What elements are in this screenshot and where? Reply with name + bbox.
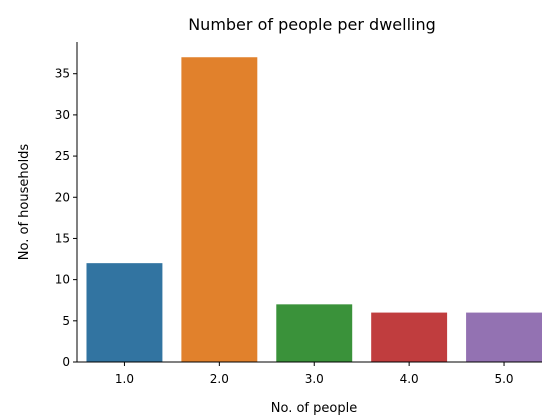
bar-4.0	[371, 312, 448, 362]
x-tick-label: 3.0	[305, 372, 324, 386]
x-tick-label: 5.0	[494, 372, 513, 386]
y-tick-label: 0	[62, 355, 70, 369]
x-tick-label: 4.0	[400, 372, 419, 386]
y-ticks-group: 0 5 10 15 20 25 30 35	[55, 67, 77, 369]
bars-group	[86, 57, 542, 362]
x-tick-label: 1.0	[115, 372, 134, 386]
y-tick-label: 10	[55, 273, 70, 287]
y-tick-label: 5	[62, 314, 70, 328]
y-axis-label: No. of households	[17, 144, 32, 261]
x-tick-label: 2.0	[210, 372, 229, 386]
y-tick-label: 20	[55, 190, 70, 204]
x-ticks-group: 1.0 2.0 3.0 4.0 5.0	[115, 362, 514, 386]
bar-3.0	[276, 304, 353, 362]
x-axis-label: No. of people	[271, 401, 357, 416]
y-tick-label: 30	[55, 108, 70, 122]
y-tick-label: 35	[55, 67, 70, 81]
bar-1.0	[86, 263, 163, 362]
chart-title: Number of people per dwelling	[188, 15, 436, 34]
y-tick-label: 25	[55, 149, 70, 163]
bar-5.0	[466, 312, 542, 362]
bar-2.0	[181, 57, 258, 362]
y-tick-label: 15	[55, 231, 70, 245]
